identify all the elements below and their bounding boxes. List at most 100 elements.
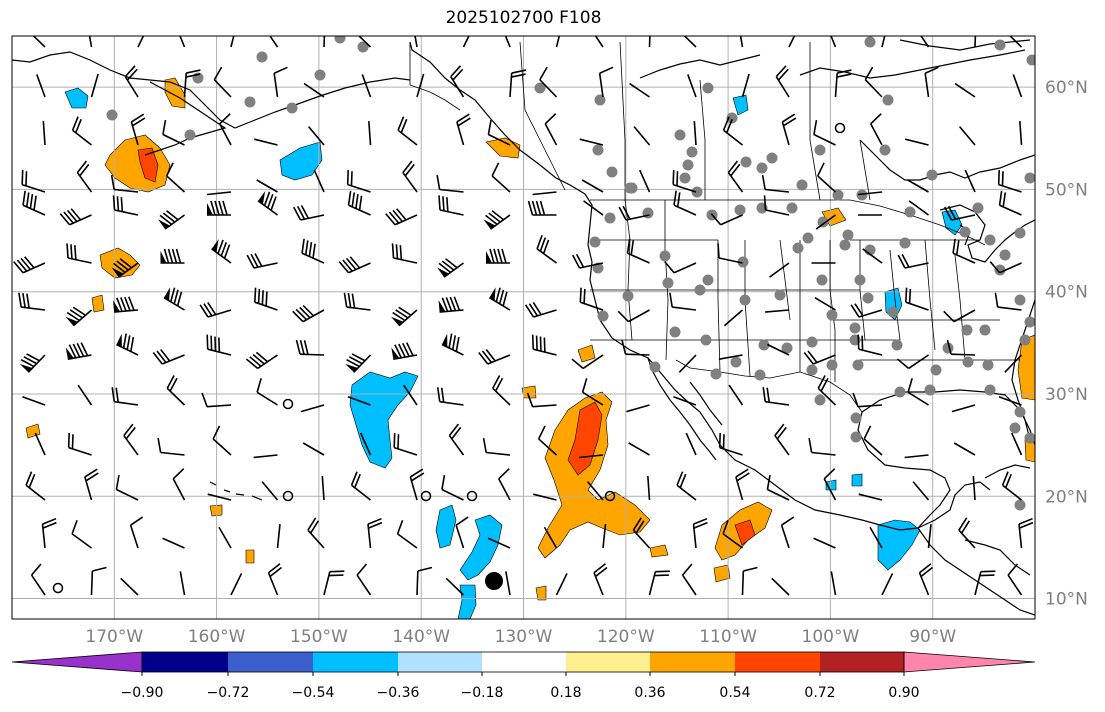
wind-barb: [664, 261, 697, 274]
wind-barb: [710, 213, 743, 226]
wind-barb: [21, 170, 46, 193]
station-dot: [852, 359, 864, 371]
wind-barb: [482, 438, 511, 456]
wind-barb: [90, 566, 107, 596]
wind-barb: [897, 253, 929, 269]
wind-barb: [157, 438, 185, 456]
anomaly-contour: [245, 549, 255, 564]
wind-barb: [808, 438, 836, 456]
wind-barb: [350, 471, 371, 501]
wind-barb: [483, 210, 511, 230]
wind-barb: [160, 248, 185, 264]
wind-barb: [816, 162, 837, 193]
wind-barb: [858, 493, 883, 501]
station-dot: [702, 82, 714, 94]
wind-barb: [402, 160, 418, 193]
wind-barb: [343, 292, 371, 311]
station-dot: [649, 361, 661, 373]
wind-barb: [292, 304, 325, 323]
wind-barb: [347, 396, 371, 406]
wind-barb: [527, 200, 557, 216]
wind-barb: [367, 517, 383, 549]
anomaly-contour: [577, 344, 596, 363]
wind-barb: [722, 116, 743, 146]
wind-barb: [116, 333, 139, 356]
wind-barb: [581, 179, 604, 193]
station-markers: [52, 36, 1035, 594]
anomaly-contour: [732, 94, 749, 116]
wind-barb: [219, 113, 232, 146]
wind-barb: [918, 563, 933, 596]
station-dot: [739, 294, 751, 306]
coastline-yucatan: [917, 481, 991, 529]
coastline-cuba: [984, 464, 1031, 479]
station-dot: [679, 172, 691, 184]
wind-barb: [905, 138, 929, 146]
wind-barb: [681, 563, 697, 596]
station-dot: [994, 264, 1006, 276]
wind-barb: [162, 120, 185, 146]
wind-barb: [199, 302, 232, 318]
wind-barb: [927, 524, 932, 549]
anomaly-contour: [535, 585, 547, 601]
colorbar-extend-low: [11, 651, 143, 673]
wind-barb: [437, 258, 464, 278]
wind-barb: [246, 253, 278, 269]
wind-barb: [924, 66, 939, 98]
wind-barb: [391, 306, 418, 327]
wind-barb: [864, 66, 883, 98]
wind-barb: [345, 353, 372, 373]
wind-barb: [206, 334, 232, 356]
colorbar-segment: [482, 652, 566, 672]
wind-barb: [998, 396, 1022, 406]
wind-barb: [905, 287, 929, 311]
calm-wind-circle: [420, 490, 432, 502]
wind-barb: [727, 160, 744, 193]
wind-barb: [908, 200, 929, 216]
wind-barb: [678, 354, 697, 373]
wind-barb: [110, 175, 139, 193]
station-dot: [694, 284, 706, 296]
wind-barb: [441, 475, 464, 501]
station-dot: [758, 339, 770, 351]
wind-barb: [445, 577, 465, 596]
wind-barb: [920, 36, 930, 48]
anomaly-contour: [851, 473, 863, 487]
wind-barb: [76, 160, 93, 193]
station-dot: [662, 277, 674, 289]
wind-barb: [594, 36, 604, 48]
wind-barb: [414, 36, 418, 48]
anomaly-contour: [91, 294, 105, 313]
wind-barb: [183, 69, 201, 98]
station-dot: [669, 326, 681, 338]
wind-barb: [958, 126, 976, 146]
colorbar-tick-label: 0.54: [719, 685, 750, 701]
wind-barb: [166, 375, 186, 406]
lon-tick-label: 120°W: [597, 627, 655, 647]
wind-barb: [780, 516, 795, 549]
anomaly-contour: [649, 544, 669, 558]
wind-barb: [741, 73, 750, 98]
wind-barb: [669, 292, 697, 311]
wind-barb: [71, 116, 92, 146]
wind-barb: [84, 468, 99, 501]
wind-barb: [673, 190, 697, 216]
wind-barb: [90, 73, 99, 98]
wind-barb: [953, 442, 976, 456]
station-dot: [597, 310, 609, 322]
colorbar-tick-label: 0.90: [888, 685, 919, 701]
station-dot: [979, 324, 991, 336]
wind-barb: [586, 481, 604, 501]
wind-barb: [307, 517, 325, 549]
station-dot: [726, 112, 738, 124]
wind-barb: [162, 537, 185, 549]
wind-barb: [775, 65, 790, 98]
wind-barb: [273, 66, 288, 98]
wind-barb: [441, 333, 464, 356]
station-dot: [734, 204, 746, 216]
station-dot: [904, 206, 916, 218]
wind-barb: [25, 471, 46, 501]
wind-barb: [735, 468, 750, 501]
coastline-gulf: [857, 389, 1035, 529]
lat-tick-label: 20°N: [1045, 487, 1088, 507]
